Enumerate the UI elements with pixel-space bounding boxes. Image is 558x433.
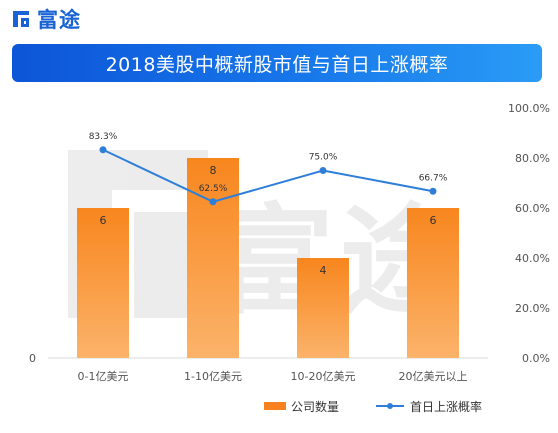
bar-label-0: 6 (100, 214, 107, 227)
chart-title-banner: 2018美股中概新股市值与首日上涨概率 (12, 44, 542, 82)
x-tick-label-3: 20亿美元以上 (399, 370, 468, 383)
x-tick-label-0: 0-1亿美元 (78, 370, 129, 383)
bar-label-3: 6 (430, 214, 437, 227)
bar-series: 6 8 4 6 (77, 158, 459, 358)
line-label-3: 66.7% (419, 173, 448, 183)
bar-label-2: 4 (320, 264, 327, 277)
legend-swatch-bar (264, 402, 286, 410)
bar-2 (297, 258, 349, 358)
legend-label-bar: 公司数量 (291, 399, 339, 414)
line-label-0: 83.3% (89, 132, 118, 142)
legend-swatch-marker (387, 403, 393, 409)
line-point-2 (319, 167, 327, 174)
x-tick-label-2: 10-20亿美元 (291, 370, 356, 383)
line-path (102, 148, 434, 203)
left-axis-tick-0: 0 (29, 352, 36, 365)
right-axis-tick-1: 20.0% (515, 302, 550, 315)
bar-3 (407, 208, 459, 358)
right-axis-tick-3: 60.0% (515, 202, 550, 215)
line-label-1: 62.5% (199, 184, 228, 194)
x-tick-label-1: 1-10亿美元 (184, 370, 242, 383)
bar-1 (187, 158, 239, 358)
logo-text: 富途 (37, 8, 81, 32)
legend: 公司数量 首日上涨概率 (264, 399, 482, 414)
bar-label-1: 8 (210, 164, 217, 177)
right-axis-tick-4: 80.0% (515, 152, 550, 165)
legend-label-line: 首日上涨概率 (410, 399, 482, 414)
right-axis-tick-2: 40.0% (515, 252, 550, 265)
x-axis-ticks: 0-1亿美元 1-10亿美元 10-20亿美元 20亿美元以上 (78, 370, 468, 383)
line-label-2: 75.0% (309, 153, 338, 163)
logo: 富途 (10, 4, 81, 34)
line-point-0 (99, 146, 107, 154)
line-series: 83.3% 62.5% 75.0% 66.7% (89, 132, 448, 206)
right-axis: 0.0% 20.0% 40.0% 60.0% 80.0% 100.0% (508, 102, 550, 365)
futu-logo-icon (13, 11, 29, 27)
bar-0 (77, 208, 129, 358)
right-axis-tick-5: 100.0% (508, 102, 550, 115)
right-axis-tick-0: 0.0% (522, 352, 550, 365)
line-point-3 (429, 187, 437, 195)
line-point-1 (209, 198, 217, 206)
chart-title: 2018美股中概新股市值与首日上涨概率 (105, 53, 449, 76)
